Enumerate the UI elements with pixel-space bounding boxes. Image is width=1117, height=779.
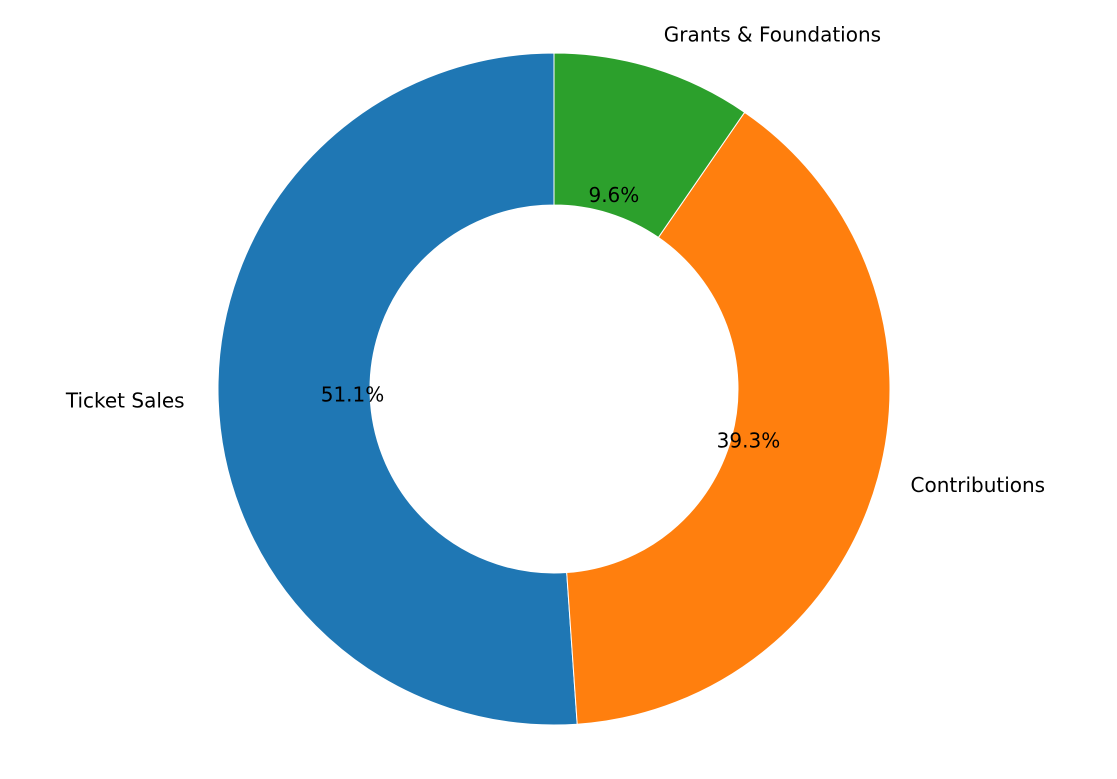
percent-label: 9.6% xyxy=(588,183,639,207)
donut-slice xyxy=(553,52,746,239)
slice-label: Grants & Foundations xyxy=(664,23,881,47)
donut-slice xyxy=(217,52,578,726)
slice-label: Ticket Sales xyxy=(65,388,185,412)
donut-slice xyxy=(566,111,891,725)
percent-label: 39.3% xyxy=(717,429,781,453)
slice-label: Contributions xyxy=(911,473,1046,497)
percent-label: 51.1% xyxy=(321,382,385,406)
